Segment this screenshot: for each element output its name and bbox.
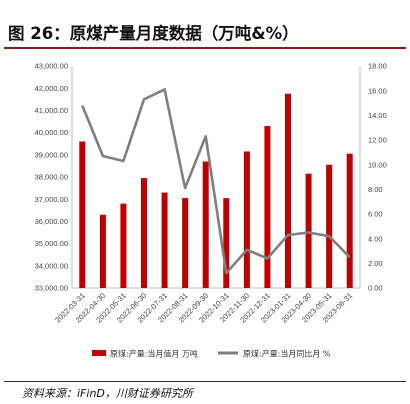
- bar: [285, 93, 291, 288]
- series-line: [81, 88, 351, 275]
- right-tick-label: 18.00: [368, 62, 387, 71]
- bar: [99, 214, 106, 288]
- title-divider: [4, 47, 406, 49]
- bar: [202, 161, 209, 288]
- line-series: [81, 88, 351, 275]
- bar: [223, 198, 230, 288]
- left-tick-label: 36,000.00: [35, 217, 68, 226]
- bar: [141, 178, 147, 288]
- bar-series: [79, 93, 353, 288]
- legend: 原煤:产量:当月值月 万吨 原煤:产量:当月同比月 %: [92, 349, 331, 359]
- bar: [120, 203, 127, 288]
- legend-bar-label: 原煤:产量:当月值月 万吨: [110, 349, 198, 359]
- left-tick-label: 41,000.00: [35, 106, 68, 115]
- bar: [243, 151, 250, 288]
- left-tick-label: 39,000.00: [35, 150, 68, 159]
- left-tick-label: 42,000.00: [35, 84, 68, 93]
- bar: [305, 173, 312, 288]
- bar: [79, 141, 86, 288]
- bar: [161, 192, 168, 288]
- bar: [264, 125, 271, 288]
- right-tick-label: 8.00: [368, 185, 383, 194]
- right-tick-label: 12.00: [368, 136, 387, 145]
- bar: [346, 153, 353, 288]
- chart-title: 图 26：原煤产量月度数据（万吨&%）: [8, 24, 299, 43]
- right-tick-label: 10.00: [368, 160, 387, 169]
- source-note: 资料来源：iFinD，川财证券研究所: [22, 387, 193, 400]
- left-y-axis: 33,000.00 34,000.00 35,000.00 36,000.00 37,0…: [35, 62, 73, 293]
- left-tick-label: 35,000.00: [35, 239, 68, 248]
- legend-bar-swatch: [92, 350, 106, 356]
- left-tick-label: 37,000.00: [35, 195, 68, 204]
- bar: [182, 198, 189, 288]
- left-tick-label: 38,000.00: [35, 173, 68, 182]
- right-tick-label: 4.00: [368, 234, 383, 243]
- bar: [326, 164, 333, 288]
- source-divider: [4, 381, 406, 382]
- right-tick-label: 6.00: [368, 210, 383, 219]
- right-tick-label: 2.00: [368, 259, 383, 268]
- combo-chart: 33,000.00 34,000.00 35,000.00 36,000.00 37,0…: [35, 62, 387, 359]
- legend-line-label: 原煤:产量:当月同比月 %: [243, 349, 331, 359]
- right-y-axis: 0.00 2.00 4.00 6.00 8.00 10.00 12.00 14.00 16.00…: [359, 62, 387, 293]
- right-tick-label: 14.00: [368, 111, 387, 120]
- left-tick-label: 33,000.00: [35, 284, 68, 293]
- left-tick-label: 40,000.00: [35, 128, 68, 137]
- right-tick-label: 16.00: [368, 86, 387, 95]
- right-tick-label: 0.00: [368, 284, 383, 293]
- left-tick-label: 43,000.00: [35, 62, 68, 71]
- left-tick-label: 34,000.00: [35, 261, 68, 270]
- x-axis: 2022-03-312022-04-302022-05-312022-06-30…: [53, 287, 360, 325]
